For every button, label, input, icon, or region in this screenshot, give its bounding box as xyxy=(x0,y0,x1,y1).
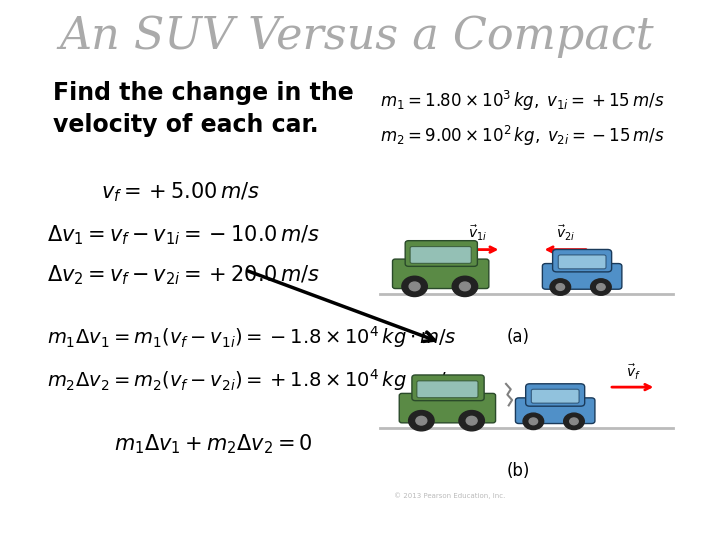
Text: Find the change in the
velocity of each car.: Find the change in the velocity of each … xyxy=(53,81,354,137)
Circle shape xyxy=(467,416,477,425)
Circle shape xyxy=(570,418,578,425)
Circle shape xyxy=(459,282,470,291)
FancyBboxPatch shape xyxy=(542,264,622,289)
Text: $v_f = +5.00\,m/s$: $v_f = +5.00\,m/s$ xyxy=(101,180,259,204)
FancyBboxPatch shape xyxy=(412,375,484,401)
FancyBboxPatch shape xyxy=(392,259,489,288)
Circle shape xyxy=(550,279,571,295)
Text: (a): (a) xyxy=(507,328,530,346)
FancyBboxPatch shape xyxy=(410,247,471,264)
Circle shape xyxy=(459,410,485,431)
Circle shape xyxy=(590,279,611,295)
Text: $m_2 = 9.00\times10^2\,kg,\; v_{2i} = -15\,m/s$: $m_2 = 9.00\times10^2\,kg,\; v_{2i} = -1… xyxy=(380,124,665,148)
Circle shape xyxy=(409,282,420,291)
Text: $\Delta v_2 = v_f - v_{2i} = +20.0\,m/s$: $\Delta v_2 = v_f - v_{2i} = +20.0\,m/s$ xyxy=(47,264,320,287)
FancyBboxPatch shape xyxy=(531,389,579,403)
Text: $\vec{v}_{2i}$: $\vec{v}_{2i}$ xyxy=(556,224,575,243)
Circle shape xyxy=(564,413,584,429)
Circle shape xyxy=(556,284,564,291)
Text: $\vec{v}_{1i}$: $\vec{v}_{1i}$ xyxy=(468,224,487,243)
FancyBboxPatch shape xyxy=(400,394,495,423)
FancyBboxPatch shape xyxy=(516,398,595,423)
Text: $m_1 = 1.80\times10^3\,kg,\; v_{1i} = +15\,m/s$: $m_1 = 1.80\times10^3\,kg,\; v_{1i} = +1… xyxy=(380,89,665,113)
Circle shape xyxy=(402,276,428,296)
Circle shape xyxy=(597,284,605,291)
FancyBboxPatch shape xyxy=(417,381,478,397)
Circle shape xyxy=(523,413,544,429)
Circle shape xyxy=(409,410,434,431)
Text: (b): (b) xyxy=(506,462,530,481)
Text: $m_1\Delta v_1 + m_2\Delta v_2 = 0$: $m_1\Delta v_1 + m_2\Delta v_2 = 0$ xyxy=(114,433,312,456)
Circle shape xyxy=(452,276,477,296)
Text: $m_1\Delta v_1 = m_1(v_f - v_{1i}) = -1.8\times10^4\,kg\cdot m/s$: $m_1\Delta v_1 = m_1(v_f - v_{1i}) = -1.… xyxy=(47,324,456,350)
FancyBboxPatch shape xyxy=(558,255,606,269)
FancyBboxPatch shape xyxy=(526,384,585,406)
Text: © 2013 Pearson Education, Inc.: © 2013 Pearson Education, Inc. xyxy=(394,492,505,500)
Circle shape xyxy=(416,416,427,425)
Text: $\Delta v_1 = v_f - v_{1i} = -10.0\,m/s$: $\Delta v_1 = v_f - v_{1i} = -10.0\,m/s$ xyxy=(47,223,320,247)
Text: $\vec{v}_f$: $\vec{v}_f$ xyxy=(626,363,642,382)
Circle shape xyxy=(529,418,538,425)
FancyBboxPatch shape xyxy=(553,249,611,272)
FancyBboxPatch shape xyxy=(405,241,477,266)
Text: $m_2\Delta v_2 = m_2(v_f - v_{2i}) = +1.8\times10^4\,kg\cdot m/s$: $m_2\Delta v_2 = m_2(v_f - v_{2i}) = +1.… xyxy=(47,367,456,393)
Text: An SUV Versus a Compact: An SUV Versus a Compact xyxy=(59,15,654,58)
